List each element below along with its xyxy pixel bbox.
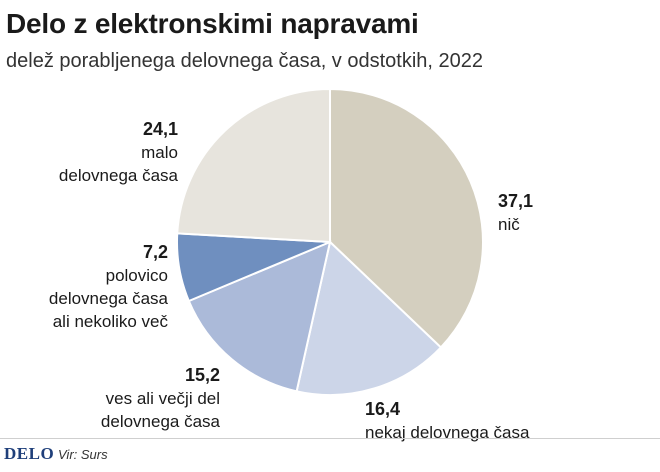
slice-value-ves: 15,2	[184, 365, 220, 385]
slice-text-ves: ves ali večji del delovnega časa	[100, 389, 220, 431]
slice-label-ves: 15,2 ves ali večji del delovnega časa	[40, 364, 220, 433]
slice-text-nic: nič	[498, 215, 520, 234]
slice-value-nekaj: 16,4	[365, 399, 401, 419]
pie-slice-ves	[187, 240, 332, 393]
slice-text-malo: malo delovnega časa	[58, 143, 178, 185]
pie-slice-nic	[329, 87, 484, 349]
slice-value-nic: 37,1	[498, 191, 534, 211]
source-note: Vir: Surs	[58, 447, 108, 462]
brand-logo: DELO	[4, 444, 55, 463]
slice-label-nekaj: 16,4 nekaj delovnega časa	[365, 398, 585, 444]
slice-label-malo: 24,1 malo delovnega časa	[20, 118, 178, 187]
slice-label-nic: 37,1 nič	[498, 190, 638, 236]
slice-text-polovico: polovico delovnega časa ali nekoliko več	[48, 266, 168, 331]
pie-slice-nekaj	[295, 240, 443, 396]
slice-value-polovico: 7,2	[142, 242, 168, 262]
pie-slice-malo	[176, 87, 331, 244]
slice-text-nekaj: nekaj delovnega časa	[365, 423, 530, 442]
slice-value-malo: 24,1	[142, 119, 178, 139]
slice-label-polovico: 7,2 polovico delovnega časa ali nekoliko…	[10, 241, 168, 333]
footer-divider	[0, 438, 660, 439]
chart-subtitle: delež porabljenega delovnega časa, v ods…	[6, 50, 484, 72]
chart-title: Delo z elektronskimi napravami	[6, 8, 419, 39]
